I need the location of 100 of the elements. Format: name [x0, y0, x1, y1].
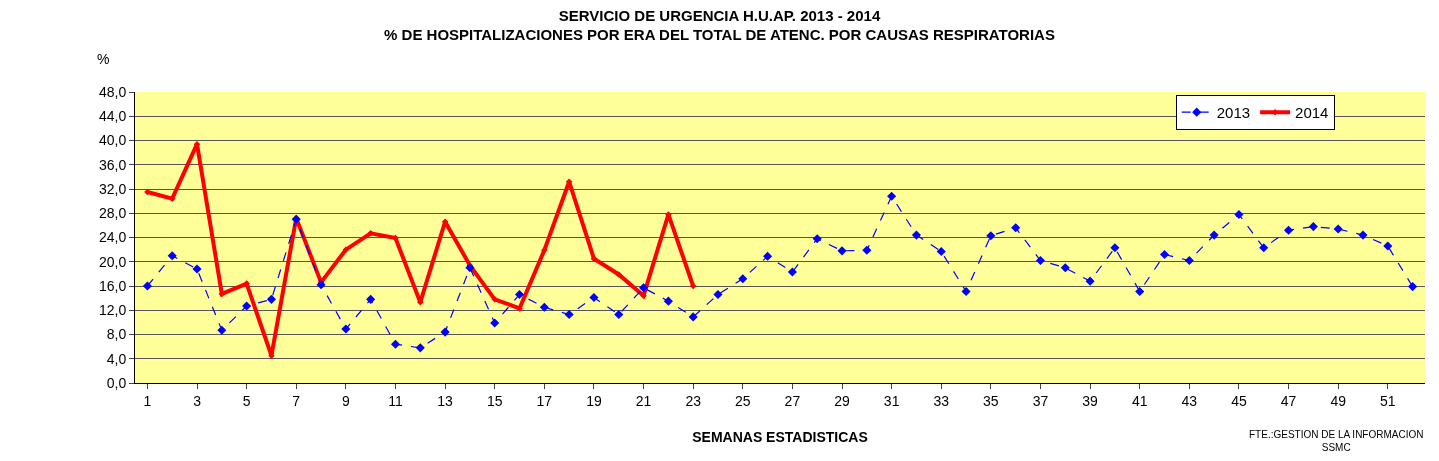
point	[1085, 276, 1095, 286]
point	[1135, 286, 1145, 297]
x-tick-label: 49	[1330, 392, 1347, 409]
point	[590, 255, 598, 262]
point	[1209, 230, 1219, 240]
x-tick-label: 21	[635, 392, 652, 409]
point	[316, 280, 326, 290]
x-tick-label: 1	[143, 392, 152, 409]
point	[812, 234, 822, 244]
point	[763, 251, 773, 261]
point	[1234, 209, 1244, 220]
point	[1159, 249, 1170, 260]
point	[539, 302, 549, 312]
point	[366, 294, 376, 304]
x-tick-label: 33	[933, 392, 950, 409]
point	[514, 289, 525, 300]
point	[440, 327, 450, 337]
y-axis-title: %	[97, 51, 110, 67]
point	[1184, 255, 1194, 266]
y-tick-label: 40,0	[98, 132, 127, 149]
x-tick-label: 19	[586, 392, 602, 409]
point	[1408, 282, 1418, 292]
point	[887, 191, 897, 201]
x-tick-label: 13	[437, 392, 454, 409]
y-tick-label: 44,0	[98, 108, 127, 125]
point	[367, 230, 374, 237]
point	[738, 274, 748, 284]
text: FTE.:GESTION DE LA INFORMACION SSMC	[1249, 429, 1424, 453]
point	[862, 245, 872, 255]
point	[1383, 241, 1393, 251]
point	[936, 246, 946, 256]
x-tick-label: 25	[735, 392, 751, 409]
point	[142, 281, 152, 291]
x-tick-label: 47	[1280, 392, 1297, 409]
chart-title: SERVICIO DE URGENCIA H.U.AP. 2013 - 2014 % DE HOSPITALIZACIONES POR ERA DEL TOTAL DE ATENC. POR CAUSAS RESPIRATORIAS	[384, 6, 1055, 44]
y-tick-label: 0,0	[106, 374, 127, 391]
x-tick-label: 27	[784, 392, 801, 409]
point	[341, 324, 351, 334]
point	[1358, 230, 1368, 240]
legend-label: 2013	[1216, 104, 1251, 122]
x-tick-label: 7	[292, 392, 301, 409]
point	[490, 318, 500, 328]
point	[242, 301, 252, 311]
point	[266, 294, 276, 304]
point	[713, 289, 723, 300]
point	[1284, 225, 1294, 235]
y-tick-label: 28,0	[98, 205, 127, 222]
x-tick-label: 43	[1181, 392, 1198, 409]
point	[1035, 255, 1046, 266]
y-tick-label: 8,0	[106, 326, 127, 343]
point	[663, 296, 673, 306]
y-tick-label: 4,0	[106, 350, 127, 367]
point	[911, 230, 921, 240]
point	[192, 264, 202, 274]
x-axis-title: SEMANAS ESTADISTICAS	[692, 429, 868, 446]
point	[615, 271, 622, 278]
point	[688, 312, 698, 322]
point	[1308, 222, 1318, 232]
point	[1259, 243, 1269, 253]
point	[541, 246, 548, 254]
point	[342, 246, 350, 253]
x-tick-label: 5	[242, 392, 251, 409]
point	[564, 309, 574, 320]
x-tick-label: 39	[1082, 392, 1099, 409]
point	[167, 251, 177, 261]
point	[787, 267, 797, 277]
point	[1011, 223, 1021, 233]
point	[961, 286, 971, 297]
y-tick-label: 12,0	[98, 302, 127, 319]
point	[986, 231, 996, 241]
y-tick-label: 24,0	[98, 229, 127, 246]
x-tick-label: 15	[486, 392, 503, 409]
x-tick-label: 29	[834, 392, 851, 409]
x-tick-label: 37	[1032, 392, 1049, 409]
point	[1060, 263, 1070, 273]
x-tick-label: 23	[685, 392, 702, 409]
x-tick-label: 3	[193, 392, 202, 409]
x-tick-label: 51	[1380, 392, 1396, 409]
point	[689, 282, 697, 290]
point	[217, 325, 227, 335]
x-tick-label: 9	[341, 392, 350, 409]
x-tick-label: 41	[1131, 392, 1148, 409]
x-tick-label: 45	[1231, 392, 1247, 409]
point	[1110, 243, 1120, 253]
x-tick-label: 17	[536, 392, 553, 409]
legend-label: 2014	[1295, 104, 1329, 122]
x-tick-label: 31	[883, 392, 900, 409]
point	[589, 292, 599, 303]
point	[1333, 224, 1343, 234]
point	[639, 283, 649, 293]
point	[390, 339, 401, 349]
y-tick-label: 48,0	[98, 83, 127, 100]
point	[465, 263, 475, 273]
point	[837, 246, 847, 256]
y-tick-label: 32,0	[98, 180, 127, 197]
point	[491, 296, 498, 303]
x-tick-label: 35	[983, 392, 999, 409]
x-tick-label: 11	[388, 392, 403, 409]
point	[415, 343, 425, 353]
y-tick-label: 20,0	[98, 253, 127, 270]
